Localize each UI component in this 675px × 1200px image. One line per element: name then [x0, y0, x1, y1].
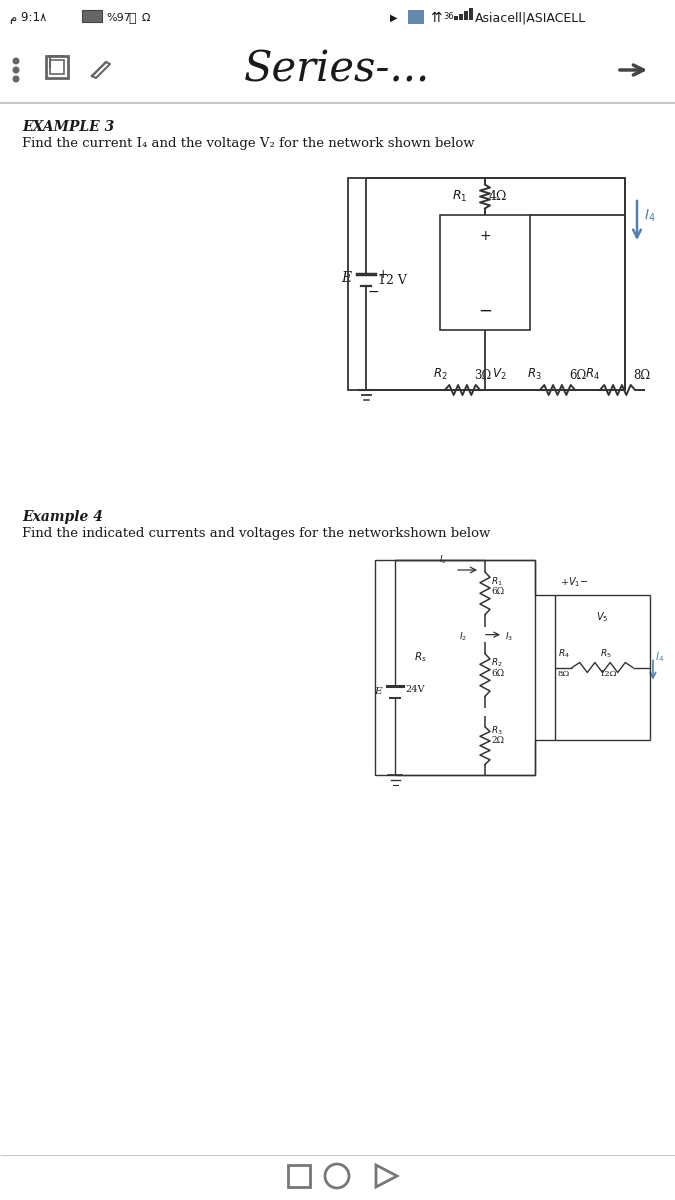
Bar	[454, 16, 458, 20]
Text: 4Ω: 4Ω	[489, 190, 508, 203]
Text: 6Ω: 6Ω	[569, 370, 587, 382]
Text: Example 4: Example 4	[22, 510, 103, 524]
Bar	[375, 560, 535, 775]
Text: $R_2$: $R_2$	[433, 367, 448, 382]
Bar	[348, 178, 625, 390]
Bar	[82, 10, 102, 22]
Text: $R_s$: $R_s$	[414, 650, 427, 665]
Text: $R_4$: $R_4$	[558, 647, 570, 660]
Text: Ω: Ω	[142, 13, 151, 23]
Text: +: +	[479, 229, 491, 242]
Text: Find the current I₄ and the voltage V₂ for the network shown below: Find the current I₄ and the voltage V₂ f…	[22, 137, 475, 150]
Text: $V_5$: $V_5$	[596, 610, 609, 624]
Text: E: E	[341, 271, 351, 284]
Text: EXAMPLE 3: EXAMPLE 3	[22, 120, 114, 134]
Text: +: +	[378, 268, 389, 281]
Text: E: E	[375, 686, 382, 696]
Bar	[408, 10, 424, 24]
Text: 3Ω: 3Ω	[474, 370, 491, 382]
Text: 2Ω: 2Ω	[491, 737, 504, 745]
Text: م 9:1۸: م 9:1۸	[10, 12, 47, 24]
Text: +$V_1$−: +$V_1$−	[560, 575, 589, 589]
Text: $I_s$: $I_s$	[439, 553, 447, 566]
Text: ⌚: ⌚	[128, 12, 136, 24]
Text: 36: 36	[443, 12, 454, 20]
Text: 6Ω: 6Ω	[491, 668, 504, 678]
Text: $R_5$: $R_5$	[600, 647, 612, 660]
Text: ⇈: ⇈	[430, 11, 441, 25]
Text: $V_2$: $V_2$	[492, 367, 506, 382]
Bar	[440, 215, 530, 330]
Text: −: −	[368, 284, 379, 299]
Bar	[464, 11, 468, 20]
Text: $R_1$: $R_1$	[491, 575, 503, 588]
Text: 8Ω: 8Ω	[633, 370, 650, 382]
Text: 8Ω: 8Ω	[558, 671, 570, 678]
Text: Find the indicated currents and voltages for the networkshown below: Find the indicated currents and voltages…	[22, 527, 490, 540]
Text: 24V: 24V	[405, 685, 425, 694]
Text: $R_4$: $R_4$	[585, 367, 600, 382]
Text: 6Ω: 6Ω	[491, 587, 504, 596]
Circle shape	[14, 67, 19, 73]
Text: Asiacell|ASIACELL: Asiacell|ASIACELL	[475, 12, 587, 24]
Text: $I_4$: $I_4$	[655, 650, 664, 665]
Text: $I_2$: $I_2$	[459, 631, 467, 643]
Bar	[459, 14, 462, 20]
Text: $I_4$: $I_4$	[644, 208, 655, 224]
Text: %97: %97	[106, 13, 131, 23]
Text: 12Ω: 12Ω	[600, 671, 618, 678]
Circle shape	[14, 77, 19, 82]
Text: Series-...: Series-...	[244, 49, 430, 91]
Bar	[555, 595, 650, 740]
Text: $I_3$: $I_3$	[505, 631, 513, 643]
Text: ▶: ▶	[390, 13, 398, 23]
Bar	[46, 56, 68, 78]
Bar	[50, 60, 64, 74]
Bar	[469, 8, 472, 20]
Text: $R_1$: $R_1$	[452, 188, 467, 204]
Text: $R_3$: $R_3$	[527, 367, 542, 382]
Bar	[288, 1165, 310, 1187]
Circle shape	[14, 58, 19, 64]
Text: −: −	[478, 302, 492, 320]
Text: 12 V: 12 V	[378, 274, 407, 287]
Text: $R_3$: $R_3$	[491, 725, 503, 737]
Text: $R_2$: $R_2$	[491, 656, 503, 670]
